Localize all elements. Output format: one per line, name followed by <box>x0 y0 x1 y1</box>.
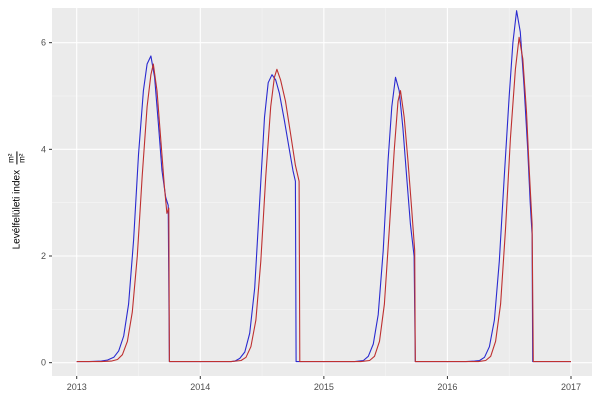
x-axis-tick-label: 2016 <box>437 382 457 392</box>
y-axis-tick-label: 6 <box>41 38 46 48</box>
panel-background <box>52 8 592 376</box>
series-red-line <box>76 36 571 363</box>
x-axis-tick-label: 2017 <box>561 382 581 392</box>
y-axis-unit-denominator: m² <box>17 153 27 163</box>
y-axis-label-text: Levélfelületi index <box>11 169 23 249</box>
y-axis-label: Levélfelületi index m² m² <box>0 0 34 400</box>
y-axis-unit-fraction: m² m² <box>6 151 27 165</box>
y-axis-tick-label: 4 <box>41 144 46 154</box>
y-axis-tick-label: 2 <box>41 251 46 261</box>
x-axis-tick-label: 2014 <box>190 382 210 392</box>
y-axis-unit-numerator: m² <box>6 151 18 165</box>
x-axis-tick-label: 2013 <box>67 382 87 392</box>
x-axis-tick-label: 2015 <box>314 382 334 392</box>
y-axis-tick-label: 0 <box>41 358 46 368</box>
